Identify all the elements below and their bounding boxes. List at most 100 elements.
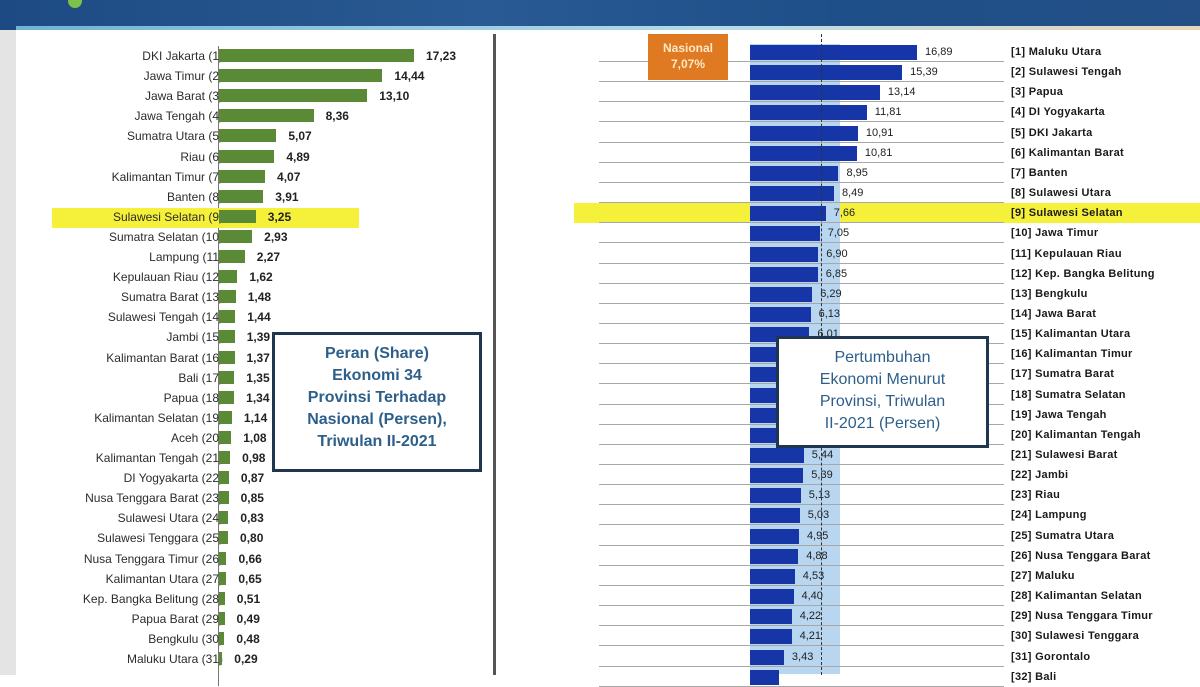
header-banner — [0, 0, 1200, 30]
share-value: 0,49 — [236, 611, 260, 626]
province-name: [16] Kalimantan Timur — [1011, 348, 1133, 361]
share-bar — [219, 109, 314, 123]
share-bar — [219, 430, 232, 444]
share-value: 0,83 — [240, 511, 264, 526]
growth-value: 8,95 — [846, 166, 868, 179]
share-bar-row: Lampung (11) 2,27 — [16, 247, 496, 267]
province-label: Sulawesi Selatan (9) — [112, 209, 223, 224]
province-name: [24] Lampung — [1011, 509, 1087, 522]
share-bar — [219, 129, 277, 143]
province-name: [9] Sulawesi Selatan — [1011, 207, 1123, 220]
growth-bar-row: 5,39 [22] Jambi — [499, 465, 1200, 486]
share-bar — [219, 652, 223, 665]
share-bar — [219, 69, 383, 83]
province-label: Sumatra Barat (13) — [120, 290, 223, 305]
growth-value: 4,22 — [799, 610, 822, 623]
growth-title-line: Provinsi, Triwulan — [819, 393, 946, 410]
growth-value: 4,88 — [806, 549, 828, 562]
share-value: 8,36 — [325, 109, 349, 124]
growth-bar — [750, 649, 784, 665]
growth-bar — [750, 508, 800, 524]
share-bar-row: Kepulauan Riau (12) 1,62 — [16, 267, 496, 287]
growth-bar — [750, 85, 880, 101]
share-bar-row: Jambi (15) 1,39 — [16, 327, 496, 347]
gridline — [599, 625, 1004, 627]
share-bar — [219, 189, 264, 203]
growth-value: 4,95 — [806, 529, 829, 542]
growth-bar-row: 5,13 [23] Riau — [499, 485, 1200, 506]
share-bar-row: Aceh (20) 1,08 — [16, 428, 496, 448]
province-label: DKI Jakarta (1) — [142, 49, 223, 63]
growth-bar-row: 4,21 [30] Sulawesi Tenggara — [499, 626, 1200, 647]
province-label: Kalimantan Selatan (19) — [94, 410, 223, 425]
share-chart-panel: DKI Jakarta (1) 17,23 Jawa Timur (2) 14,44 J… — [16, 34, 496, 686]
growth-value: 6,90 — [826, 247, 848, 260]
highlight-sulawesi-selatan-growth — [574, 203, 1200, 223]
share-title-line: Provinsi Terhadap — [307, 389, 447, 406]
growth-value: 4,53 — [802, 569, 825, 582]
share-bar — [219, 149, 275, 163]
province-label: Maluku Utara (31) — [126, 652, 223, 666]
province-name: [5] DKI Jakarta — [1011, 126, 1093, 139]
share-bar-row: Sulawesi Tenggara (25) 0,80 — [16, 528, 496, 548]
gridline — [599, 81, 1004, 83]
gridline — [599, 584, 1004, 586]
gridline — [599, 181, 1004, 183]
share-value: 3,25 — [267, 209, 292, 224]
gridline — [599, 101, 1004, 103]
share-bar — [219, 89, 368, 103]
growth-bar — [750, 145, 857, 161]
growth-bar-row: 4,95 [25] Sumatra Utara — [499, 526, 1200, 546]
gridline — [599, 222, 1004, 224]
share-bar — [219, 511, 229, 525]
gridline — [599, 121, 1004, 123]
share-bar-row: Kalimantan Timur (7) 4,07 — [16, 167, 496, 187]
growth-bar-row: 10,81 [6] Kalimantan Barat — [499, 143, 1200, 163]
growth-bar — [750, 528, 799, 544]
share-bar-row: Sumatra Utara (5) 5,07 — [16, 126, 496, 146]
province-label: Sulawesi Tenggara (25) — [97, 531, 223, 546]
growth-title-line: II-2021 (Persen) — [824, 415, 941, 432]
share-bar — [219, 49, 414, 62]
share-bar-row: DI Yogyakarta (22) 0,87 — [16, 468, 496, 488]
share-value: 1,62 — [249, 270, 273, 285]
province-name: [19] Jawa Tengah — [1011, 408, 1107, 421]
growth-value: 6,85 — [825, 267, 848, 280]
province-name: [21] Sulawesi Barat — [1011, 449, 1118, 461]
share-bar-row: Jawa Timur (2) 14,44 — [16, 66, 496, 86]
growth-bar-row: 6,13 [14] Jawa Barat — [499, 304, 1200, 324]
province-label: Kalimantan Barat (16) — [106, 350, 223, 365]
share-title-line: Peran (Share) — [324, 345, 430, 362]
share-bar — [219, 571, 227, 585]
growth-chart-title-box: Pertumbuhan Ekonomi Menurut Provinsi, Tr… — [776, 336, 989, 448]
gridline — [599, 524, 1004, 526]
growth-bar-row: 4,40 [28] Kalimantan Selatan — [499, 586, 1200, 607]
province-label: Jawa Tengah (4) — [134, 109, 224, 124]
gridline — [599, 242, 1004, 244]
growth-bar-row: 6,90 [11] Kepulauan Riau — [499, 244, 1200, 264]
share-value: 0,29 — [234, 652, 258, 666]
growth-bar-row: 4,88 [26] Nusa Tenggara Barat — [499, 546, 1200, 566]
province-label: Nusa Tenggara Timur (26) — [83, 551, 223, 566]
province-label: Bengkulu (30) — [148, 631, 223, 646]
growth-title-line: Ekonomi Menurut — [819, 371, 946, 388]
province-label: Lampung (11) — [149, 250, 223, 264]
growth-value: 7,66 — [833, 207, 856, 220]
province-name: [20] Kalimantan Tengah — [1011, 428, 1141, 441]
province-name: [3] Papua — [1011, 86, 1064, 99]
share-value: 14,44 — [394, 69, 425, 84]
gridline — [599, 161, 1004, 163]
share-bar — [219, 330, 235, 344]
share-chart-axis — [218, 46, 219, 686]
growth-value: 6,13 — [818, 307, 841, 320]
share-value: 17,23 — [426, 49, 457, 63]
growth-value: 16,89 — [925, 46, 953, 58]
share-value: 1,44 — [247, 310, 271, 325]
share-bar — [219, 390, 235, 404]
growth-bar-row: 13,14 [3] Papua — [499, 82, 1200, 103]
province-name: [18] Sumatra Selatan — [1011, 388, 1126, 401]
province-name: [1] Maluku Utara — [1011, 46, 1102, 58]
growth-bar-row: 7,05 [10] Jawa Timur — [499, 223, 1200, 244]
growth-value: 5,13 — [808, 489, 831, 502]
share-value: 0,65 — [238, 571, 262, 586]
